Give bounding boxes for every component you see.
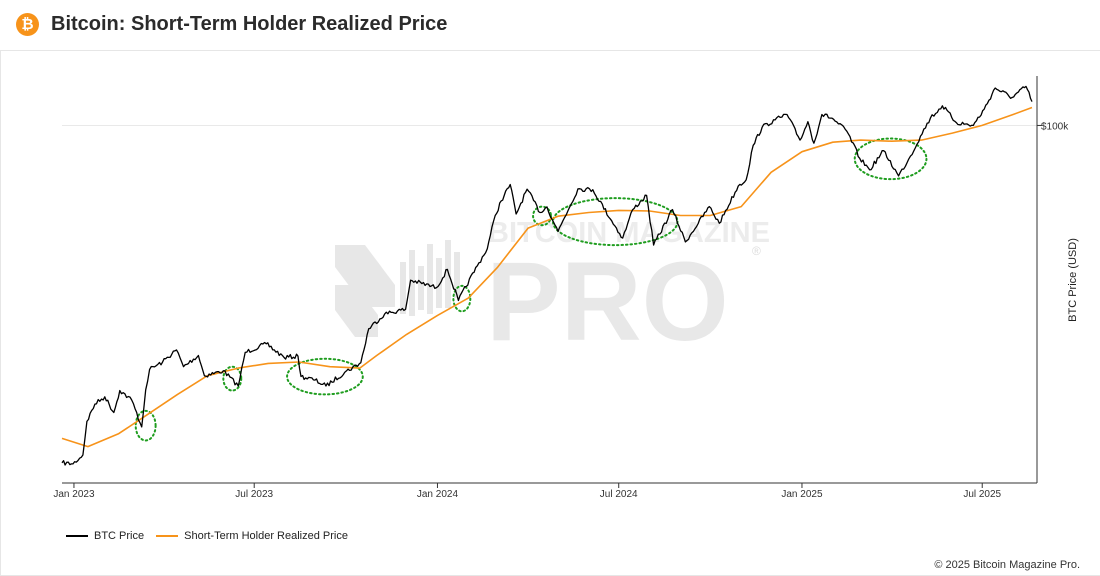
- legend: BTC Price Short-Term Holder Realized Pri…: [66, 530, 360, 542]
- axes: [62, 76, 1038, 484]
- chart-header: ₿ Bitcoin: Short-Term Holder Realized Pr…: [0, 0, 1100, 51]
- series-lines: [61, 85, 1033, 466]
- y-tick-label: $100k: [1041, 121, 1069, 132]
- x-tick-label: Jul 2023: [235, 489, 273, 500]
- copyright: © 2025 Bitcoin Magazine Pro.: [934, 559, 1080, 571]
- support-ellipse: [532, 205, 552, 227]
- legend-label-sth-realized-price: Short-Term Holder Realized Price: [184, 530, 348, 542]
- legend-swatch-btc-price: [66, 535, 88, 537]
- support-ellipse: [134, 409, 157, 442]
- x-tick-label: Jul 2024: [600, 489, 638, 500]
- x-tick-label: Jan 2024: [417, 489, 459, 500]
- support-ellipse: [286, 357, 364, 396]
- x-tick-label: Jan 2025: [781, 489, 823, 500]
- y-axis-title: BTC Price (USD): [1067, 238, 1079, 322]
- watermark-registered-mark: ®: [752, 244, 761, 258]
- support-ellipse: [222, 365, 243, 392]
- watermark-brand-main: PRO: [486, 239, 729, 364]
- support-ellipse: [853, 137, 928, 181]
- x-axis-ticks: Jan 2023 Jul 2023 Jan 2024 Jul 2024 Jan 2025…: [53, 483, 1002, 500]
- x-tick-label: Jul 2025: [963, 489, 1001, 500]
- legend-swatch-sth-realized-price: [156, 535, 179, 537]
- x-tick-label: Jan 2023: [53, 489, 95, 500]
- watermark: BITCOIN MAGAZINE PRO ®: [335, 217, 770, 364]
- bitcoin-icon: ₿: [16, 13, 39, 36]
- support-ellipse: [452, 284, 472, 313]
- legend-item-sth-realized-price[interactable]: Short-Term Holder Realized Price: [156, 530, 348, 542]
- watermark-logo-mark: [335, 240, 460, 337]
- legend-label-btc-price: BTC Price: [94, 530, 145, 542]
- page-title: Bitcoin: Short-Term Holder Realized Pric…: [51, 13, 448, 35]
- legend-item-btc-price[interactable]: BTC Price: [66, 530, 144, 542]
- y-axis-ticks: $100k: [1037, 121, 1069, 132]
- btc-price-line: [61, 85, 1033, 466]
